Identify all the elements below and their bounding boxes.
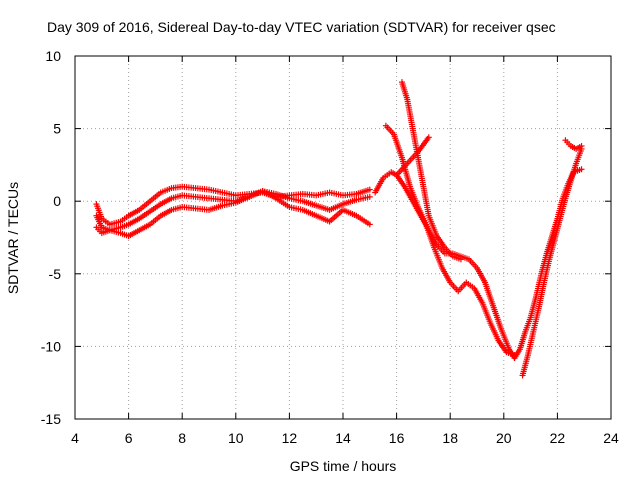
x-tick-label: 18 xyxy=(442,430,458,446)
x-tick-label: 8 xyxy=(178,430,186,446)
data-point xyxy=(578,143,585,150)
y-axis-label: SDTVAR / TECUs xyxy=(5,182,21,294)
grid-lines xyxy=(75,56,611,419)
data-point xyxy=(366,221,373,228)
y-tick-label: 5 xyxy=(53,121,61,137)
y-tick-label: 10 xyxy=(45,48,61,64)
data-point xyxy=(457,256,464,263)
axis-ticks: 4 6 8 10 12 14 16 18 20 22 24 -15 -10 -5 0 5 10 xyxy=(41,48,619,446)
x-tick-label: 10 xyxy=(228,430,244,446)
x-tick-label: 14 xyxy=(335,430,351,446)
x-tick-label: 22 xyxy=(550,430,566,446)
data-point xyxy=(578,166,585,173)
data-point xyxy=(425,134,432,141)
data-points xyxy=(93,79,585,379)
data-point xyxy=(366,193,373,200)
data-point xyxy=(366,186,373,193)
y-tick-label: 0 xyxy=(53,193,61,209)
y-tick-label: -15 xyxy=(41,411,61,427)
x-axis-label: GPS time / hours xyxy=(290,458,397,474)
y-tick-label: -5 xyxy=(49,266,62,282)
x-tick-label: 12 xyxy=(282,430,298,446)
chart-title: Day 309 of 2016, Sidereal Day-to-day VTE… xyxy=(47,19,556,35)
x-tick-label: 6 xyxy=(125,430,133,446)
x-tick-label: 4 xyxy=(71,430,79,446)
x-tick-label: 20 xyxy=(496,430,512,446)
x-tick-label: 24 xyxy=(603,430,619,446)
plot-frame xyxy=(74,55,612,420)
x-tick-label: 16 xyxy=(389,430,405,446)
y-tick-label: -10 xyxy=(41,338,61,354)
